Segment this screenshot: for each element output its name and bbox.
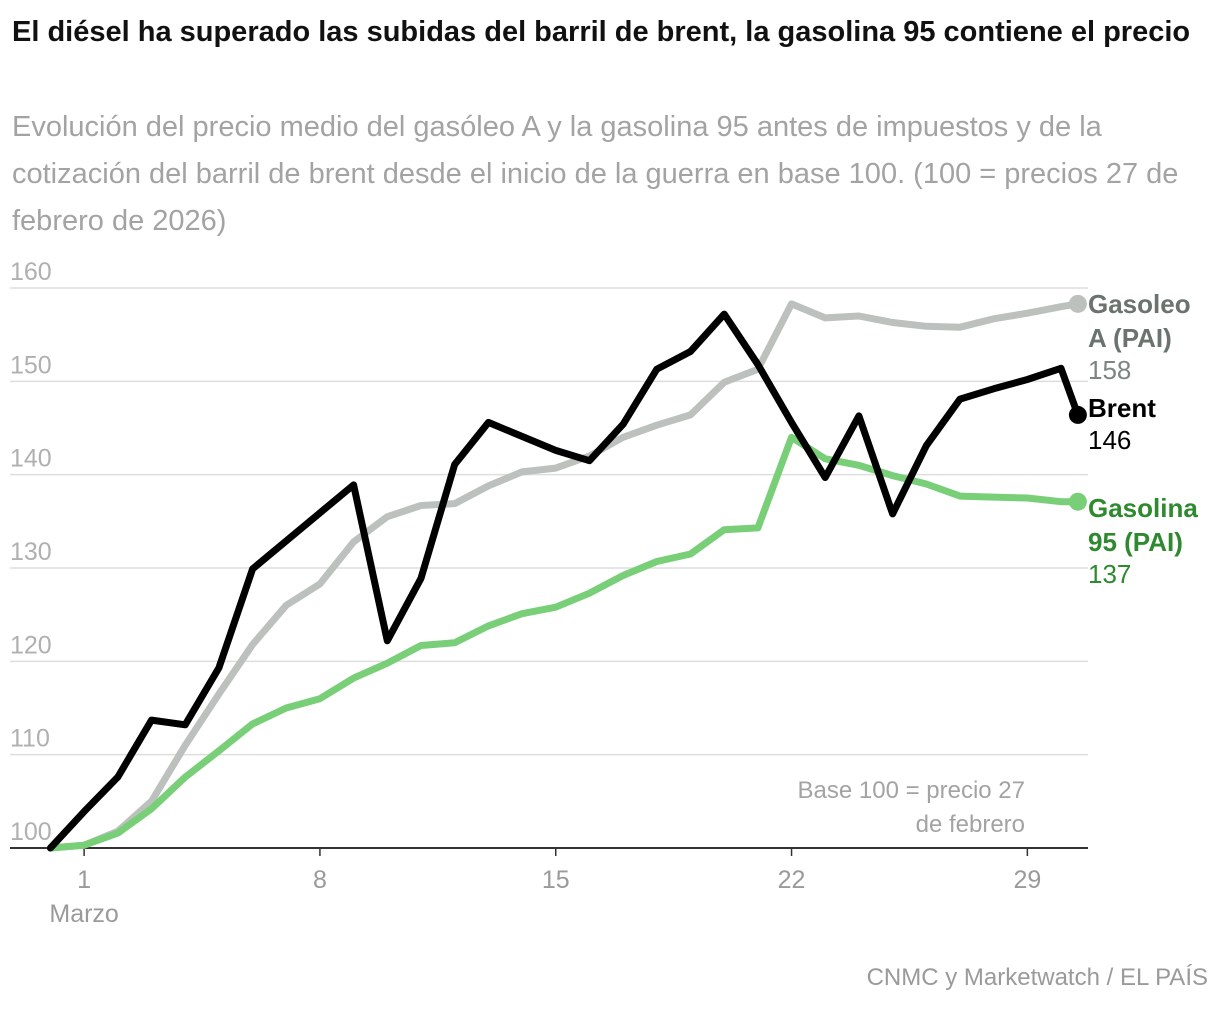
x-tick-sublabel: Marzo bbox=[49, 900, 118, 928]
y-tick-label: 100 bbox=[10, 818, 52, 846]
x-tick-label: 15 bbox=[542, 866, 570, 894]
y-tick-label: 120 bbox=[10, 631, 52, 659]
x-tick-label: 8 bbox=[313, 866, 327, 894]
series-labels: Gasoleo A (PAI)158 Gasolina 95 (PAI)137 Bren… bbox=[1088, 289, 1198, 589]
series-label-gasolina-95-pai: Gasolina bbox=[1088, 493, 1198, 523]
chart-subtitle: Evolución del precio medio del gasóleo A… bbox=[12, 111, 1179, 237]
series-label-gasolina-95-pai: 95 (PAI) bbox=[1088, 527, 1183, 557]
annotation-line: de febrero bbox=[916, 811, 1025, 838]
y-tick-label: 140 bbox=[10, 445, 52, 473]
y-tick-label: 110 bbox=[10, 725, 50, 753]
gridlines bbox=[10, 287, 1088, 849]
series-endpoint-gasolina-95-pai bbox=[1068, 492, 1087, 511]
y-tick-label: 130 bbox=[10, 538, 52, 566]
series-line-brent bbox=[46, 310, 1082, 852]
y-axis-ticks: 100 110 120 130 140 150 160 bbox=[10, 258, 52, 846]
x-tick-label: 22 bbox=[778, 866, 806, 894]
series-label-gasoleo-a-pai: Gasoleo bbox=[1088, 289, 1191, 319]
series-endpoint-gasoleo-a-pai bbox=[1068, 294, 1087, 313]
source-credit: CNMC y Marketwatch / EL PAÍS bbox=[866, 964, 1208, 991]
series-label-gasoleo-a-pai: A (PAI) bbox=[1088, 323, 1172, 353]
series-label-brent: Brent bbox=[1088, 393, 1156, 423]
series-line-gasolina-95-pai bbox=[46, 433, 1082, 852]
series-endpoint-brent bbox=[1068, 405, 1087, 424]
x-tick-label: 1 bbox=[77, 866, 91, 894]
annotation-line: Base 100 = precio 27 bbox=[798, 777, 1026, 804]
series-value-gasolina-95-pai: 137 bbox=[1088, 559, 1131, 589]
base-annotation: Base 100 = precio 27 de febrero bbox=[798, 777, 1026, 838]
series-line-gasoleo-a-pai bbox=[46, 300, 1082, 852]
series-lines bbox=[46, 294, 1087, 852]
series-value-brent: 146 bbox=[1088, 425, 1131, 455]
x-tick-label: 29 bbox=[1013, 866, 1041, 894]
y-tick-label: 160 bbox=[10, 258, 52, 286]
line-chart: 100 110 120 130 140 150 160 1 Marzo 8 15 22 29 Base… bbox=[10, 258, 1198, 928]
x-axis-ticks: 1 Marzo 8 15 22 29 bbox=[49, 848, 1041, 928]
y-tick-label: 150 bbox=[10, 351, 52, 379]
chart-title: El diésel ha superado las subidas del ba… bbox=[12, 16, 1191, 48]
series-value-gasoleo-a-pai: 158 bbox=[1088, 355, 1131, 385]
